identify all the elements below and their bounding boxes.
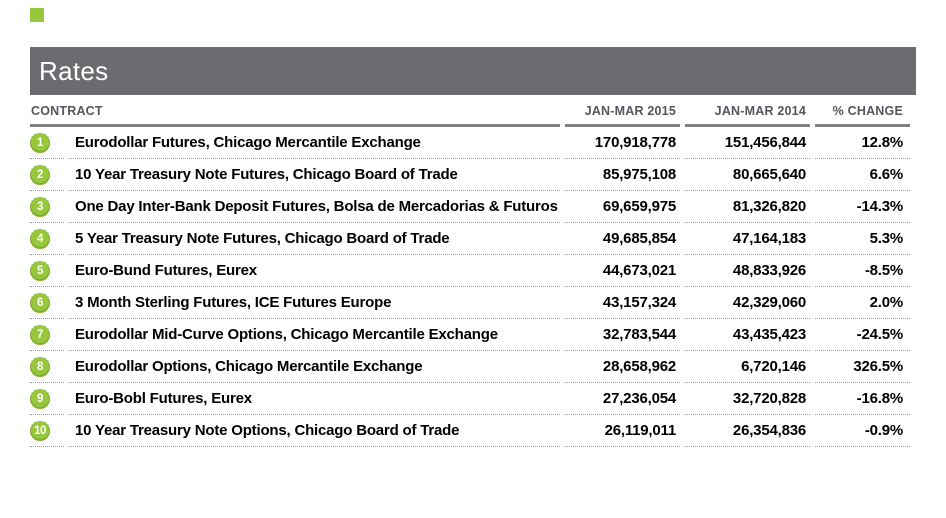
rank-badge: 9 xyxy=(30,388,50,409)
value-pct-change: -8.5% xyxy=(815,255,910,287)
value-2015: 49,685,854 xyxy=(565,223,680,255)
contract-name: 3 Month Sterling Futures, ICE Futures Eu… xyxy=(69,287,560,319)
table-row: 9 Euro-Bobl Futures, Eurex 27,236,054 32… xyxy=(30,383,910,415)
value-2014: 6,720,146 xyxy=(685,351,810,383)
rank-badge: 7 xyxy=(30,324,50,345)
rank-badge: 4 xyxy=(30,228,50,249)
rank-badge: 3 xyxy=(30,196,50,217)
value-2015: 44,673,021 xyxy=(565,255,680,287)
value-pct-change: 2.0% xyxy=(815,287,910,319)
value-2014: 32,720,828 xyxy=(685,383,810,415)
value-2015: 69,659,975 xyxy=(565,191,680,223)
value-2014: 43,435,423 xyxy=(685,319,810,351)
rank-badge: 10 xyxy=(30,420,50,441)
table-row: 7 Eurodollar Mid-Curve Options, Chicago … xyxy=(30,319,910,351)
section-title-bar: Rates xyxy=(30,47,916,95)
table-row: 6 3 Month Sterling Futures, ICE Futures … xyxy=(30,287,910,319)
value-2014: 47,164,183 xyxy=(685,223,810,255)
value-pct-change: -16.8% xyxy=(815,383,910,415)
value-2015: 26,119,011 xyxy=(565,415,680,447)
rank-badge: 5 xyxy=(30,260,50,281)
table-row: 1 Eurodollar Futures, Chicago Mercantile… xyxy=(30,127,910,159)
value-pct-change: 326.5% xyxy=(815,351,910,383)
rank-badge: 8 xyxy=(30,356,50,377)
contract-name: Euro-Bund Futures, Eurex xyxy=(69,255,560,287)
value-2015: 27,236,054 xyxy=(565,383,680,415)
table-row: 5 Euro-Bund Futures, Eurex 44,673,021 48… xyxy=(30,255,910,287)
table-header-row: CONTRACT JAN-MAR 2015 JAN-MAR 2014 % CHA… xyxy=(30,95,910,127)
contracts-table: CONTRACT JAN-MAR 2015 JAN-MAR 2014 % CHA… xyxy=(25,95,915,447)
value-pct-change: -24.5% xyxy=(815,319,910,351)
value-pct-change: -0.9% xyxy=(815,415,910,447)
table-row: 2 10 Year Treasury Note Futures, Chicago… xyxy=(30,159,910,191)
value-2015: 32,783,544 xyxy=(565,319,680,351)
section-title: Rates xyxy=(39,55,109,86)
column-header-jan-mar-2014: JAN-MAR 2014 xyxy=(685,95,810,127)
column-header-pct-change: % CHANGE xyxy=(815,95,910,127)
value-2014: 80,665,640 xyxy=(685,159,810,191)
value-2014: 48,833,926 xyxy=(685,255,810,287)
value-2014: 42,329,060 xyxy=(685,287,810,319)
value-2014: 26,354,836 xyxy=(685,415,810,447)
rank-badge: 2 xyxy=(30,164,50,185)
value-2014: 81,326,820 xyxy=(685,191,810,223)
contract-name: 5 Year Treasury Note Futures, Chicago Bo… xyxy=(69,223,560,255)
rank-badge: 6 xyxy=(30,292,50,313)
table-row: 4 5 Year Treasury Note Futures, Chicago … xyxy=(30,223,910,255)
contract-name: Eurodollar Mid-Curve Options, Chicago Me… xyxy=(69,319,560,351)
value-pct-change: 6.6% xyxy=(815,159,910,191)
value-2015: 43,157,324 xyxy=(565,287,680,319)
contract-name: 10 Year Treasury Note Options, Chicago B… xyxy=(69,415,560,447)
table-row: 10 10 Year Treasury Note Options, Chicag… xyxy=(30,415,910,447)
column-header-jan-mar-2015: JAN-MAR 2015 xyxy=(565,95,680,127)
rank-badge: 1 xyxy=(30,132,50,153)
contract-name: Eurodollar Options, Chicago Mercantile E… xyxy=(69,351,560,383)
value-2014: 151,456,844 xyxy=(685,127,810,159)
table-row: 3 One Day Inter-Bank Deposit Futures, Bo… xyxy=(30,191,910,223)
column-header-contract: CONTRACT xyxy=(30,95,560,127)
value-2015: 28,658,962 xyxy=(565,351,680,383)
contract-name: Eurodollar Futures, Chicago Mercantile E… xyxy=(69,127,560,159)
section-accent-square xyxy=(30,8,44,22)
table-row: 8 Eurodollar Options, Chicago Mercantile… xyxy=(30,351,910,383)
value-pct-change: 5.3% xyxy=(815,223,910,255)
value-2015: 85,975,108 xyxy=(565,159,680,191)
value-2015: 170,918,778 xyxy=(565,127,680,159)
value-pct-change: -14.3% xyxy=(815,191,910,223)
contract-name: One Day Inter-Bank Deposit Futures, Bols… xyxy=(69,191,560,223)
contract-name: 10 Year Treasury Note Futures, Chicago B… xyxy=(69,159,560,191)
contract-name: Euro-Bobl Futures, Eurex xyxy=(69,383,560,415)
value-pct-change: 12.8% xyxy=(815,127,910,159)
